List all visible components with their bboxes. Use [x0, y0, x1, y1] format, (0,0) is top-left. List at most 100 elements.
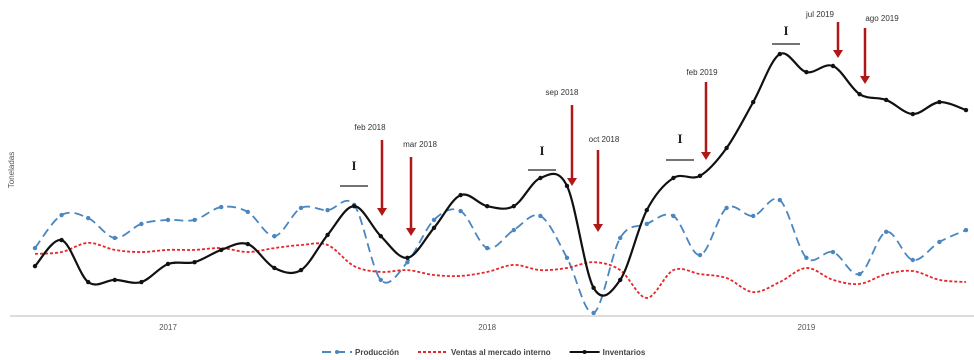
data-point — [139, 279, 144, 285]
data-point — [591, 285, 596, 291]
data-point — [139, 221, 144, 227]
data-point — [511, 227, 516, 233]
data-point — [963, 107, 969, 113]
series-line — [34, 241, 967, 299]
data-point — [671, 175, 676, 181]
annotation-label: ago 2019 — [865, 14, 899, 23]
data-point — [431, 217, 437, 223]
data-point — [431, 225, 437, 231]
annotation-label: feb 2018 — [354, 123, 386, 132]
data-point — [751, 99, 756, 105]
legend-marker — [335, 350, 339, 354]
data-point — [671, 213, 676, 219]
data-point — [697, 173, 703, 179]
data-point — [830, 249, 836, 255]
annotation-label: mar 2018 — [403, 140, 437, 149]
arrow-head — [593, 224, 603, 232]
data-point — [378, 277, 383, 283]
data-point — [538, 213, 543, 219]
data-point — [804, 69, 809, 75]
data-point — [511, 203, 516, 209]
data-point — [458, 192, 463, 198]
data-point — [405, 259, 410, 265]
data-point — [458, 208, 463, 214]
data-point — [378, 233, 383, 239]
data-point — [618, 235, 623, 241]
legend-label: Inventarios — [603, 348, 646, 357]
data-point — [59, 237, 64, 243]
data-point — [910, 111, 915, 117]
data-point — [485, 245, 490, 251]
data-point — [804, 255, 809, 261]
data-point — [644, 221, 649, 227]
data-point — [219, 247, 224, 253]
data-point — [485, 203, 490, 209]
legend-label: Producción — [355, 348, 399, 357]
data-point — [245, 209, 250, 215]
arrow-head — [833, 50, 843, 58]
x-tick-label: 2017 — [159, 323, 177, 332]
annotation-label: feb 2019 — [686, 68, 718, 77]
data-point — [591, 310, 596, 316]
data-point — [751, 213, 756, 219]
data-point — [618, 277, 623, 283]
data-point — [325, 232, 330, 238]
annotation-label: sep 2018 — [546, 88, 579, 97]
data-point — [298, 205, 304, 211]
data-point — [644, 207, 649, 213]
arrow-head — [406, 228, 416, 236]
data-point — [192, 217, 197, 223]
data-point — [963, 227, 969, 233]
data-point — [830, 63, 836, 69]
data-point — [192, 259, 197, 265]
x-tick-label: 2019 — [798, 323, 816, 332]
data-point — [884, 97, 889, 103]
data-point — [857, 91, 862, 97]
arrow-head — [701, 152, 711, 160]
data-point — [724, 145, 729, 151]
data-point — [112, 277, 118, 283]
data-point — [777, 51, 782, 57]
data-point — [32, 263, 38, 269]
marker-label: I — [677, 131, 682, 146]
data-point — [272, 265, 277, 271]
data-point — [219, 204, 224, 210]
legend-label: Ventas al mercado interno — [451, 348, 551, 357]
data-point — [112, 235, 118, 241]
data-point — [165, 261, 171, 267]
legend-marker — [582, 350, 587, 354]
annotation-label: oct 2018 — [589, 135, 620, 144]
marker-label: I — [351, 158, 356, 173]
data-point — [245, 241, 250, 247]
y-axis-label: Toneladas — [7, 152, 16, 188]
data-point — [937, 239, 942, 245]
annotation-label: jul 2019 — [805, 10, 835, 19]
data-point — [59, 212, 64, 218]
data-point — [564, 183, 570, 189]
marker-label: I — [539, 143, 544, 158]
data-point — [32, 245, 38, 251]
data-point — [724, 205, 729, 211]
data-point — [298, 267, 304, 273]
data-point — [325, 207, 330, 213]
x-tick-label: 2018 — [478, 323, 496, 332]
marker-label: I — [783, 23, 788, 38]
data-point — [777, 197, 782, 203]
data-point — [272, 233, 277, 239]
data-point — [165, 217, 171, 223]
data-point — [857, 271, 862, 277]
data-point — [538, 175, 543, 181]
series-line — [34, 52, 967, 297]
data-point — [884, 229, 889, 235]
data-point — [352, 203, 357, 209]
data-point — [86, 215, 91, 221]
arrow-head — [377, 208, 387, 216]
data-point — [937, 99, 942, 105]
arrow-head — [567, 178, 577, 186]
data-point — [86, 279, 91, 285]
data-point — [564, 255, 570, 261]
series-line — [34, 197, 967, 314]
data-point — [405, 255, 410, 261]
data-point — [910, 257, 915, 263]
